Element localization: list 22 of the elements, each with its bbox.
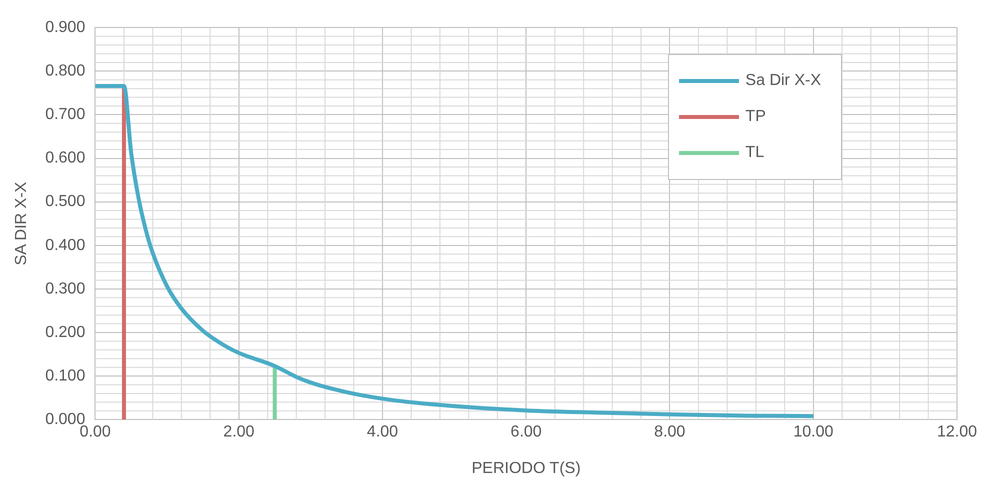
- y-tick-label: 0.400: [45, 236, 86, 254]
- y-tick-label: 0.300: [45, 280, 86, 298]
- y-tick-label: 0.900: [45, 19, 86, 36]
- y-tick-label: 0.600: [45, 150, 86, 167]
- y-tick-label: 0.100: [45, 367, 86, 384]
- y-tick-label: 0.500: [45, 193, 86, 210]
- legend-label: TP: [745, 108, 766, 126]
- x-tick-label: 2.00: [223, 424, 255, 441]
- x-tick-label: 12.00: [936, 424, 978, 441]
- y-tick-label: 0.800: [45, 62, 86, 80]
- y-tick-label: 0.700: [45, 106, 86, 124]
- x-tick-label: 8.00: [654, 424, 686, 441]
- legend-label: TL: [745, 144, 764, 162]
- x-tick-label: 6.00: [510, 424, 542, 441]
- legend-label: Sa Dir X-X: [745, 72, 821, 90]
- x-tick-label: 10.00: [793, 424, 834, 441]
- x-tick-label: 0.00: [80, 424, 111, 441]
- x-axis-title: PERIODO T(S): [472, 460, 581, 477]
- x-tick-label: 4.00: [366, 424, 398, 441]
- y-tick-label: 0.200: [45, 324, 86, 341]
- y-axis-title: SA DIR X-X: [13, 181, 30, 266]
- line-series: [95, 84, 816, 418]
